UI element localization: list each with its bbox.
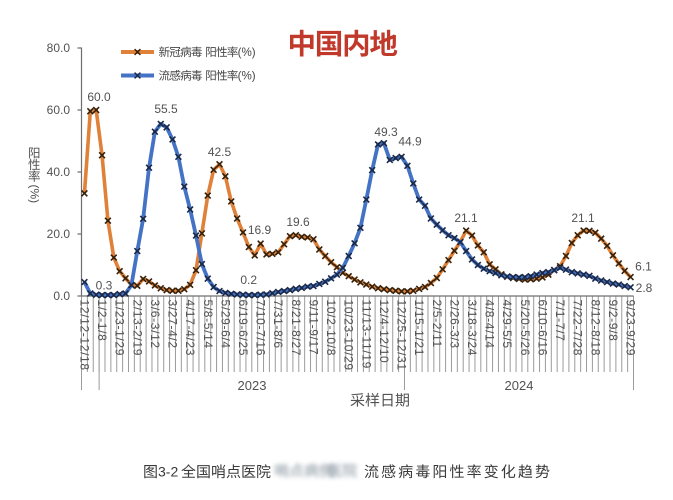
svg-text:20.0: 20.0 xyxy=(47,227,71,241)
svg-text:9/11-9/17: 9/11-9/17 xyxy=(306,300,320,356)
svg-text:6/19-6/25: 6/19-6/25 xyxy=(236,300,250,357)
svg-text:80.0: 80.0 xyxy=(47,41,71,55)
svg-text:19.6: 19.6 xyxy=(286,215,310,229)
svg-text:11/13-11/19: 11/13-11/19 xyxy=(359,300,373,369)
svg-text:4/8-4/14: 4/8-4/14 xyxy=(483,300,497,349)
svg-text:3-2: 3-2 xyxy=(158,464,178,480)
svg-text:5/8-5/14: 5/8-5/14 xyxy=(201,300,215,349)
svg-text:10/2-10/8: 10/2-10/8 xyxy=(324,300,338,357)
svg-text:55.5: 55.5 xyxy=(154,102,178,116)
svg-text:7/31-8/6: 7/31-8/6 xyxy=(271,300,285,349)
svg-text:(%): (%) xyxy=(28,185,42,204)
svg-text:2/26-3/3: 2/26-3/3 xyxy=(447,300,461,349)
svg-text:60.0: 60.0 xyxy=(47,103,71,117)
svg-text:12/12-12/18: 12/12-12/18 xyxy=(77,300,91,371)
svg-text:21.1: 21.1 xyxy=(454,211,478,225)
svg-text:7/22-7/28: 7/22-7/28 xyxy=(571,300,585,357)
svg-text:12/4-12/10: 12/4-12/10 xyxy=(377,300,391,364)
svg-text:5/29-6/4: 5/29-6/4 xyxy=(218,300,232,349)
svg-text:21.1: 21.1 xyxy=(571,211,595,225)
svg-text:6.1: 6.1 xyxy=(635,260,652,274)
svg-text:3/27-4/2: 3/27-4/2 xyxy=(166,300,180,349)
svg-text:10/23-10/29: 10/23-10/29 xyxy=(342,300,356,371)
svg-text:5/20-5/26: 5/20-5/26 xyxy=(518,300,532,357)
svg-text:(%): (%) xyxy=(238,70,256,83)
svg-text:3/18-3/24: 3/18-3/24 xyxy=(465,300,479,357)
svg-text:2/13-2/19: 2/13-2/19 xyxy=(130,300,144,357)
svg-text:0.0: 0.0 xyxy=(53,289,70,303)
svg-text:8/12-8/18: 8/12-8/18 xyxy=(588,300,602,357)
svg-text:12/25-12/31: 12/25-12/31 xyxy=(395,300,409,371)
svg-text:16.9: 16.9 xyxy=(248,223,272,237)
svg-text:例: 例 xyxy=(319,463,334,480)
svg-text:6/10-6/16: 6/10-6/16 xyxy=(535,300,549,357)
svg-text:2023: 2023 xyxy=(238,378,267,393)
svg-text:0.3: 0.3 xyxy=(96,279,113,293)
svg-text:44.9: 44.9 xyxy=(398,135,422,149)
svg-text:9/2-9/8: 9/2-9/8 xyxy=(606,300,620,342)
svg-text:42.5: 42.5 xyxy=(208,145,232,159)
svg-text:7/10-7/16: 7/10-7/16 xyxy=(254,300,268,357)
svg-text:1/23-1/29: 1/23-1/29 xyxy=(113,300,127,357)
svg-text:60.0: 60.0 xyxy=(87,90,111,104)
svg-text:4/17-4/23: 4/17-4/23 xyxy=(183,300,197,357)
svg-text:40.0: 40.0 xyxy=(47,165,71,179)
svg-text:2.8: 2.8 xyxy=(636,281,653,295)
svg-text:49.3: 49.3 xyxy=(374,125,398,139)
svg-text:1/15-1/21: 1/15-1/21 xyxy=(412,300,426,357)
svg-text:3/6-3/12: 3/6-3/12 xyxy=(148,300,162,349)
svg-text:(%): (%) xyxy=(238,46,256,59)
svg-text:2/5-2/11: 2/5-2/11 xyxy=(430,300,444,348)
svg-text:9/23-9/29: 9/23-9/29 xyxy=(624,300,638,357)
svg-text:2024: 2024 xyxy=(505,378,534,393)
svg-text:8/21-8/27: 8/21-8/27 xyxy=(289,300,303,357)
svg-text:0.2: 0.2 xyxy=(240,273,257,287)
svg-text:1/2-1/8: 1/2-1/8 xyxy=(95,300,109,342)
svg-text:7/1-7/7: 7/1-7/7 xyxy=(553,300,567,342)
svg-text:4/29-5/5: 4/29-5/5 xyxy=(500,300,514,349)
